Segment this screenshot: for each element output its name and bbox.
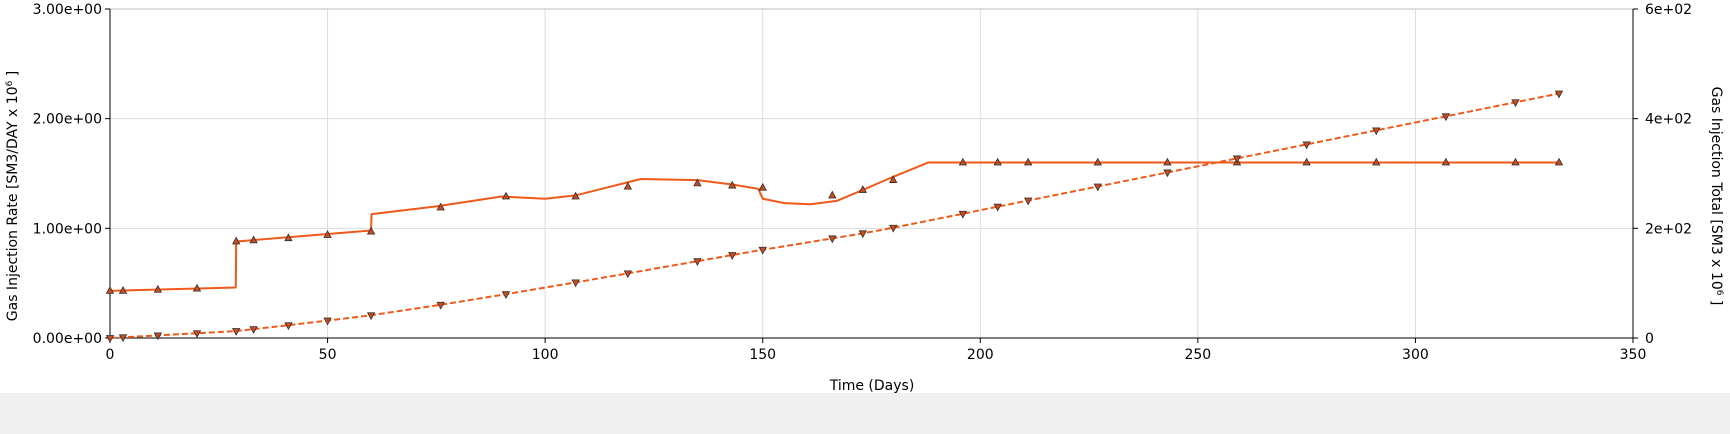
y-right-tick-label: 6e+02: [1645, 2, 1692, 18]
y-right-tick-label: 2e+02: [1645, 221, 1692, 237]
marker-total: [501, 291, 511, 300]
marker-total: [192, 330, 202, 339]
x-tick-label: 100: [532, 347, 559, 363]
marker-rate: [993, 157, 1002, 166]
marker-total: [1554, 90, 1564, 99]
marker-total: [1441, 113, 1451, 122]
marker-total: [693, 258, 702, 267]
gas-injection-chart: 0 50 100 150 200 250 300 350 0.00e+00 1.00e+00 2.0…: [5, 2, 1724, 394]
x-tick-label: 50: [319, 347, 337, 363]
marker-rate: [1554, 157, 1564, 166]
marker-total: [1023, 197, 1033, 206]
marker-rate: [1511, 157, 1520, 166]
y-right-axis-label: Gas Injection Total [SM3 x 106 ]: [1708, 87, 1724, 306]
x-tick-label: 350: [1620, 347, 1647, 363]
marker-rate: [153, 284, 163, 293]
marker-rate: [858, 185, 867, 193]
y-left-tick-label: 1.00e+00: [33, 221, 102, 237]
y-right-label-sup: 6: [1714, 290, 1724, 296]
marker-rate: [105, 285, 115, 294]
y-left-label-sup: 6: [5, 80, 15, 86]
marker-total: [232, 328, 241, 336]
marker-total: [366, 312, 376, 321]
marker-total: [153, 332, 163, 341]
marker-total: [623, 270, 632, 279]
marker-rate: [192, 283, 202, 292]
x-tick-label: 300: [1402, 347, 1429, 363]
chart-area: 0 50 100 150 200 250 300 350 0.00e+00 1.00e+00 2.0…: [0, 0, 1730, 394]
grid: [110, 9, 1633, 338]
marker-rate: [623, 181, 632, 190]
marker-rate: [1302, 157, 1311, 166]
marker-rate: [958, 157, 968, 166]
marker-total: [858, 230, 867, 239]
marker-total: [1163, 169, 1172, 178]
marker-rate: [758, 182, 767, 191]
marker-rate: [1372, 157, 1381, 166]
y-left-label-suffix: ]: [5, 71, 21, 81]
marker-total: [1093, 183, 1102, 192]
marker-rate: [366, 226, 376, 235]
marker-total: [118, 334, 128, 343]
marker-rate: [693, 178, 702, 187]
y-left-tick-label: 0.00e+00: [33, 331, 102, 347]
marker-total: [1372, 127, 1381, 136]
marker-rate: [889, 175, 898, 183]
marker-total: [828, 235, 837, 244]
marker-total: [571, 279, 580, 288]
marker-total: [284, 322, 293, 331]
marker-total: [758, 246, 767, 255]
y-right-label-suffix: ]: [1708, 295, 1724, 305]
marker-total: [323, 317, 332, 326]
y-left-tick-label: 2.00e+00: [33, 112, 102, 128]
series-line-total: [109, 92, 1560, 339]
marker-rate: [232, 236, 241, 245]
marker-rate: [118, 285, 128, 294]
marker-total: [958, 210, 968, 219]
y-right-tick-label: 4e+02: [1645, 112, 1692, 128]
x-tick-label: 0: [106, 347, 115, 363]
marker-total: [436, 301, 445, 310]
marker-rate: [1023, 157, 1033, 166]
series-line-rate: [109, 161, 1560, 292]
marker-rate: [284, 233, 293, 242]
y-left-label-main: Gas Injection Rate [SM3/DAY x 10: [5, 86, 21, 321]
x-tick-label: 250: [1184, 347, 1211, 363]
marker-rate: [249, 235, 258, 244]
x-tick-label: 200: [967, 347, 994, 363]
marker-rate: [323, 230, 332, 238]
marker-rate: [1163, 157, 1172, 166]
x-axis-label: Time (Days): [829, 378, 915, 393]
marker-rate: [728, 180, 737, 189]
marker-rate: [828, 190, 837, 199]
marker-total: [105, 335, 115, 343]
x-tick-label: 150: [749, 347, 776, 363]
marker-total: [728, 252, 737, 260]
y-left-axis-label: Gas Injection Rate [SM3/DAY x 106 ]: [5, 71, 21, 321]
marker-total: [889, 224, 898, 233]
plot-frame: [109, 8, 1634, 339]
marker-rate: [436, 202, 445, 211]
marker-total: [1302, 141, 1311, 150]
marker-rate: [1093, 157, 1102, 166]
marker-total: [993, 203, 1002, 212]
marker-rate: [571, 191, 580, 200]
y-left-tick-label: 3.00e+00: [33, 2, 102, 18]
y-right-tick-label: 0: [1645, 331, 1654, 347]
marker-rate: [1441, 157, 1451, 166]
marker-total: [249, 326, 258, 334]
y-right-label-main: Gas Injection Total [SM3 x 10: [1708, 87, 1724, 290]
marker-total: [1511, 99, 1520, 108]
series-layer: [109, 92, 1560, 339]
marker-rate: [501, 191, 511, 200]
marker-total: [1232, 155, 1242, 164]
axes: 0 50 100 150 200 250 300 350 0.00e+00 1.00e+00 2.0…: [33, 2, 1692, 363]
markers-layer: [105, 90, 1564, 343]
